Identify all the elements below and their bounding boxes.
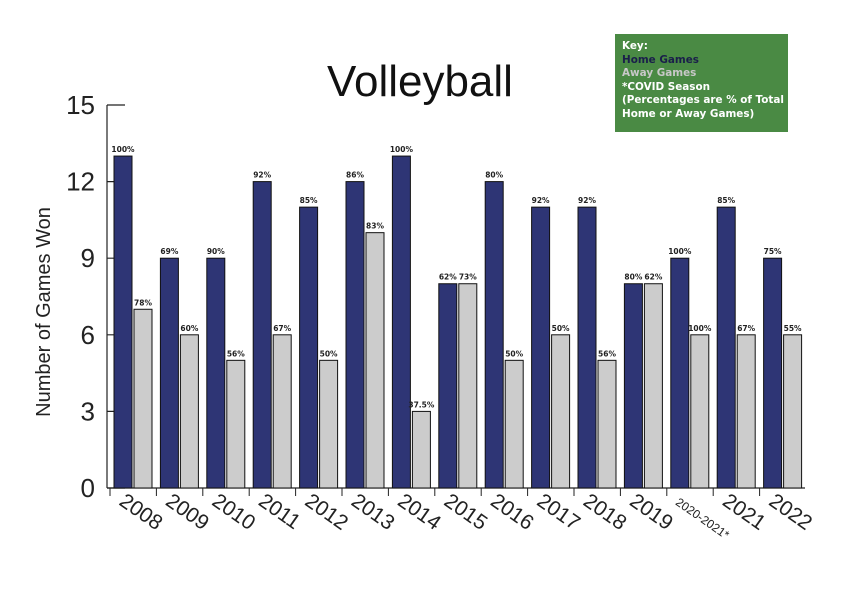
- away-data-label: 100%: [688, 324, 712, 333]
- y-tick-label: 3: [81, 396, 95, 426]
- away-data-label: 60%: [180, 324, 198, 333]
- home-data-label: 92%: [578, 196, 596, 205]
- away-bar: [643, 283, 663, 489]
- home-data-label: 85%: [717, 196, 735, 205]
- home-data-label: 92%: [253, 171, 271, 180]
- away-bar: [272, 334, 292, 489]
- home-bar: [531, 206, 551, 489]
- home-bar: [577, 206, 597, 489]
- home-data-label: 92%: [532, 196, 550, 205]
- x-tick-labels: 2008200920102011201220132014201520162017…: [115, 489, 816, 542]
- x-tick-label: 2009: [162, 489, 213, 535]
- away-bar: [458, 283, 478, 489]
- away-bar: [597, 359, 617, 489]
- home-bar: [391, 155, 411, 489]
- x-tick-label: 2013: [347, 489, 398, 535]
- x-tick-label: 2018: [579, 489, 630, 535]
- home-bar: [345, 181, 365, 489]
- home-bar: [159, 257, 179, 489]
- legend-home-games: Home Games: [622, 53, 699, 66]
- away-bar: [504, 359, 524, 489]
- y-tick-label: 9: [81, 243, 95, 273]
- legend-percent-note-1: (Percentages are % of Total: [622, 94, 784, 107]
- home-bar: [299, 206, 319, 489]
- home-data-label: 62%: [439, 273, 457, 282]
- legend-away-games: Away Games: [622, 67, 697, 80]
- home-data-label: 86%: [346, 171, 364, 180]
- home-data-label: 80%: [485, 171, 503, 180]
- y-tick-label: 15: [66, 90, 95, 120]
- away-data-label: 50%: [505, 349, 523, 358]
- home-bar: [438, 283, 458, 489]
- home-bar: [206, 257, 226, 489]
- y-tick-label: 6: [81, 320, 95, 350]
- away-data-label: 78%: [134, 298, 152, 307]
- home-data-label: 75%: [764, 247, 782, 256]
- away-data-label: 37.5%: [408, 400, 435, 409]
- away-bar: [411, 410, 431, 489]
- away-bar: [319, 359, 339, 489]
- home-data-label: 85%: [300, 196, 318, 205]
- away-data-label: 62%: [644, 273, 662, 282]
- y-axis-label: Number of Games Won: [33, 207, 55, 417]
- away-bar: [226, 359, 246, 489]
- x-tick-label: 2019: [626, 489, 677, 535]
- x-tick-label: 2010: [208, 489, 259, 535]
- home-bar: [252, 181, 272, 489]
- home-data-label: 100%: [390, 145, 414, 154]
- home-bar: [113, 155, 133, 489]
- away-bar: [783, 334, 803, 489]
- y-tick-label: 0: [81, 473, 95, 503]
- home-data-label: 100%: [668, 247, 692, 256]
- away-bar: [551, 334, 571, 489]
- away-data-label: 50%: [320, 349, 338, 358]
- x-tick-label: 2014: [394, 489, 446, 535]
- away-bar: [365, 232, 385, 489]
- away-data-label: 67%: [737, 324, 755, 333]
- home-data-label: 100%: [111, 145, 135, 154]
- away-bar: [133, 308, 153, 489]
- away-data-label: 56%: [598, 349, 616, 358]
- legend-covid-note: *COVID Season: [622, 80, 711, 93]
- home-data-label: 90%: [207, 247, 225, 256]
- away-data-label: 67%: [273, 324, 291, 333]
- x-tick-label: 2008: [115, 489, 166, 535]
- data-labels: 100% 78% 69% 60% 90% 56% 92% 67% 85% 50% 86% 83% 100…: [111, 145, 802, 409]
- away-data-label: 83%: [366, 222, 384, 231]
- x-tick-label: 2011: [254, 489, 304, 534]
- home-bar: [716, 206, 736, 489]
- chart-title: Volleyball: [327, 57, 513, 106]
- x-tick-label: 2016: [486, 489, 537, 535]
- home-data-label: 69%: [160, 247, 178, 256]
- away-data-label: 56%: [227, 349, 245, 358]
- away-bar: [690, 334, 710, 489]
- x-tick-label: 2015: [440, 489, 491, 535]
- legend-heading: Key:: [622, 40, 648, 52]
- away-data-label: 73%: [459, 273, 477, 282]
- home-bar: [763, 257, 783, 489]
- away-data-label: 55%: [784, 324, 802, 333]
- x-tick-label: 2022: [765, 489, 816, 535]
- bars: [113, 155, 803, 489]
- x-tick-label: 2017: [533, 489, 584, 535]
- y-tick-label: 12: [66, 167, 95, 197]
- home-bar: [484, 181, 504, 489]
- away-data-label: 50%: [552, 324, 570, 333]
- home-bar: [670, 257, 690, 489]
- x-tick-label: 2012: [301, 489, 352, 535]
- away-bar: [736, 334, 756, 489]
- home-data-label: 80%: [624, 273, 642, 282]
- legend: Key: Home Games Away Games *COVID Season…: [615, 34, 788, 132]
- home-bar: [623, 283, 643, 489]
- away-bar: [179, 334, 199, 489]
- legend-percent-note-2: Home or Away Games): [622, 107, 755, 120]
